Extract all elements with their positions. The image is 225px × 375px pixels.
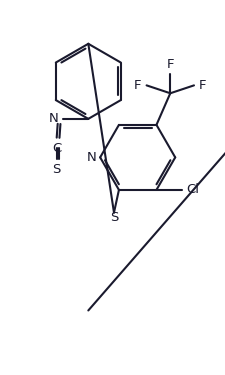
Text: F: F	[198, 79, 205, 92]
Text: N: N	[49, 112, 58, 125]
Text: C: C	[52, 142, 61, 154]
Text: F: F	[166, 57, 173, 70]
Text: Cl: Cl	[185, 183, 198, 196]
Text: S: S	[52, 163, 61, 176]
Text: S: S	[109, 211, 118, 224]
Text: N: N	[86, 151, 96, 164]
Text: F: F	[134, 79, 141, 92]
